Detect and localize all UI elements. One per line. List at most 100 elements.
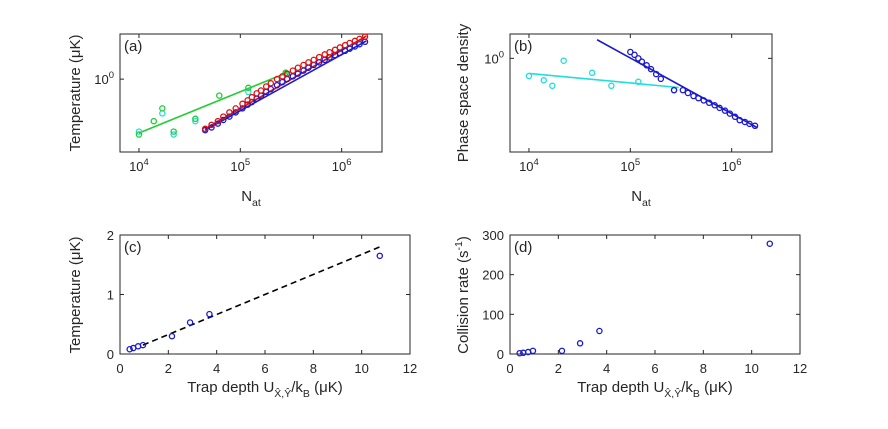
- data-point: [168, 332, 176, 340]
- data-point: [262, 83, 270, 90]
- data-point: [192, 115, 199, 123]
- data-point: [239, 100, 246, 108]
- data-point: [652, 70, 660, 78]
- fit-line: [142, 246, 381, 346]
- panel-label: (c): [124, 239, 142, 256]
- data-point: [746, 120, 753, 128]
- data-point: [232, 109, 239, 116]
- data-point: [201, 125, 209, 133]
- y-tick-label: 2: [107, 228, 114, 243]
- data-point: [766, 240, 774, 247]
- data-point: [305, 59, 312, 66]
- data-point: [716, 104, 723, 112]
- data-point: [635, 78, 642, 86]
- panel-label: (a): [124, 38, 142, 55]
- chart-panel-d: 0 2 4 6 8 10 12 0 100 200 300 (d) Trap depth UX̂,Ŷ/k…: [453, 228, 807, 400]
- data-point: [679, 86, 687, 94]
- x-tick-label: 10: [354, 361, 368, 376]
- data-point: [279, 73, 286, 80]
- series-blue: [627, 48, 759, 130]
- y-tick-label: 100: [94, 70, 114, 87]
- data-point: [226, 113, 233, 120]
- data-point: [700, 97, 707, 104]
- chart-panel-a: 104 105 106 100 (a) Nat Temperature (μK): [67, 33, 383, 209]
- data-point: [631, 51, 638, 59]
- data-point: [244, 97, 251, 104]
- data-point: [273, 81, 281, 89]
- data-point: [588, 69, 596, 77]
- data-point: [139, 341, 147, 349]
- data-point: [170, 131, 177, 138]
- x-tick-label: 106: [722, 157, 742, 174]
- data-point: [726, 110, 734, 117]
- data-point: [192, 117, 199, 125]
- data-point: [232, 105, 239, 112]
- data-point: [126, 345, 133, 353]
- data-point: [361, 33, 369, 40]
- data-point: [273, 75, 281, 83]
- data-point: [214, 117, 222, 125]
- data-point: [326, 48, 333, 56]
- data-point: [257, 87, 265, 94]
- data-point: [558, 347, 566, 355]
- y-axis-label: Phase space density: [455, 23, 472, 162]
- fit-line: [528, 72, 679, 89]
- data-point: [226, 109, 233, 116]
- x-axis-label: Trap depth UX̂,Ŷ/kB (μK): [187, 379, 342, 400]
- data-point: [135, 131, 143, 138]
- data-point: [150, 117, 158, 125]
- data-point: [294, 64, 302, 72]
- data-point: [529, 347, 537, 355]
- y-tick-label: 1: [107, 288, 114, 303]
- x-tick-label: 12: [793, 361, 807, 376]
- series-data: [516, 240, 774, 357]
- x-tick-label: 104: [129, 157, 149, 174]
- x-tick-label: 106: [332, 157, 352, 174]
- x-tick-label: 4: [213, 361, 220, 376]
- data-point: [376, 252, 384, 260]
- x-tick-label: 104: [519, 157, 539, 174]
- data-point: [751, 122, 759, 130]
- x-tick-label: 8: [310, 361, 317, 376]
- x-tick-label: 4: [603, 361, 610, 376]
- data-point: [208, 121, 215, 129]
- chart-panel-b: 104 105 106 100 (b) Nat Phase space density: [455, 23, 773, 209]
- data-point: [576, 340, 584, 347]
- data-point: [315, 53, 323, 61]
- x-tick-label: 0: [506, 361, 513, 376]
- data-point: [336, 44, 344, 51]
- y-tick-label: 100: [484, 49, 504, 66]
- data-point: [245, 88, 252, 96]
- data-point: [267, 80, 275, 87]
- data-point: [208, 124, 215, 131]
- data-point: [356, 35, 363, 43]
- x-tick-label: 10: [744, 361, 758, 376]
- y-axis-label: Temperature (μK): [67, 236, 84, 353]
- data-point: [705, 99, 713, 107]
- data-point: [289, 67, 297, 74]
- x-tick-label: 2: [555, 361, 562, 376]
- data-point: [695, 94, 702, 102]
- x-axis-label: Nat: [241, 188, 261, 209]
- series-red: [201, 33, 369, 133]
- x-tick-label: 2: [165, 361, 172, 376]
- x-tick-label: 12: [403, 361, 417, 376]
- y-tick-label: 0: [107, 347, 114, 362]
- data-point: [216, 92, 223, 99]
- data-point: [159, 105, 166, 112]
- data-point: [245, 84, 252, 92]
- data-point: [220, 113, 227, 120]
- y-tick-label: 300: [482, 228, 504, 243]
- y-tick-label: 100: [482, 307, 504, 322]
- panel-label: (b): [514, 38, 532, 55]
- x-axis-label: Trap depth UX̂,Ŷ/kB (μK): [577, 379, 732, 400]
- data-point: [300, 61, 307, 69]
- data-point: [135, 128, 143, 135]
- data-point: [643, 62, 650, 69]
- data-point: [608, 82, 615, 90]
- data-point: [310, 56, 317, 64]
- series-green: [135, 69, 289, 138]
- x-axis-label: Nat: [631, 188, 651, 209]
